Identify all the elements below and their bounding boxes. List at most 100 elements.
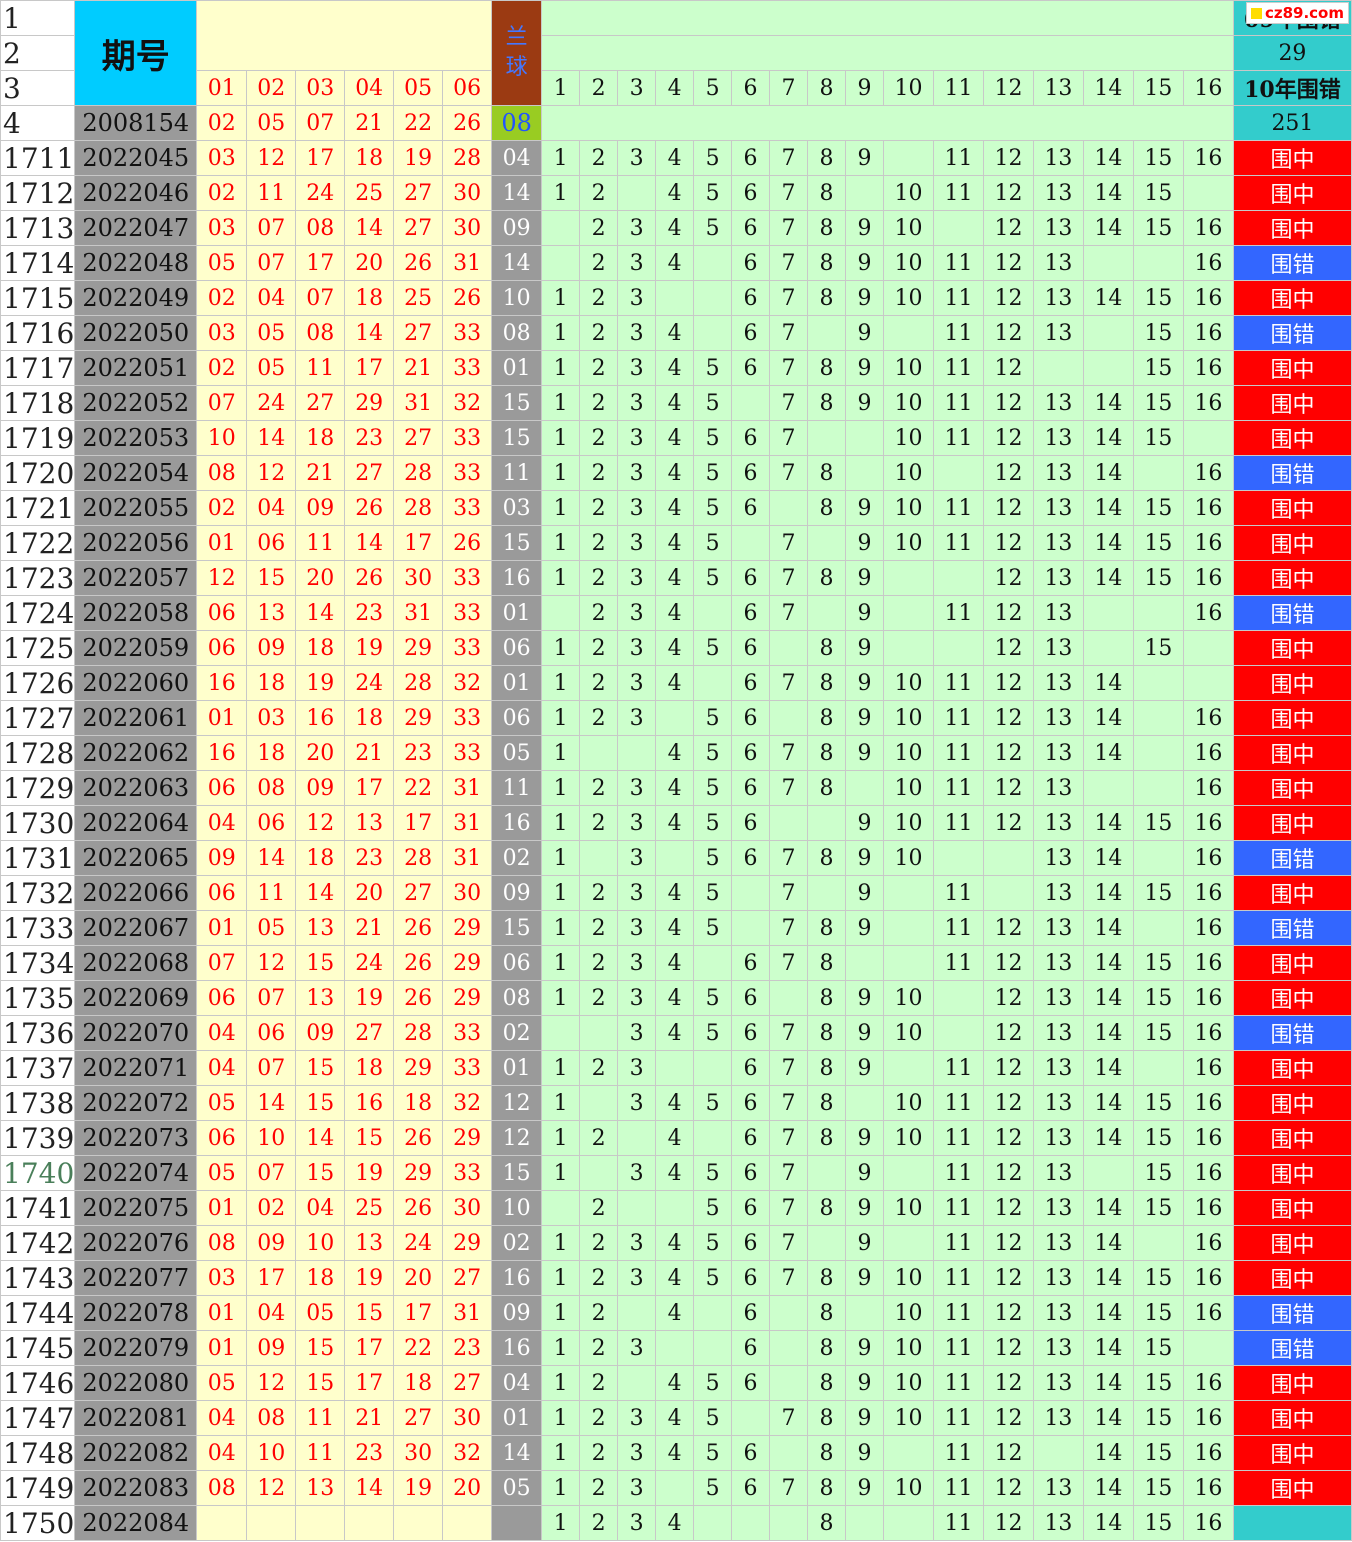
- filter-cell[interactable]: 16: [1182, 385, 1234, 421]
- filter-cell[interactable]: 9: [845, 525, 884, 561]
- filter-cell[interactable]: 7: [769, 1260, 809, 1296]
- filter-cell[interactable]: 16: [1182, 1085, 1234, 1121]
- status-badge[interactable]: 围中: [1232, 280, 1352, 316]
- filter-cell[interactable]: 7: [769, 735, 809, 771]
- filter-cell[interactable]: [541, 1190, 581, 1226]
- filter-cell[interactable]: 1: [541, 805, 581, 841]
- issue-cell[interactable]: 2022063: [74, 770, 198, 806]
- filter-cell[interactable]: 15: [1132, 1295, 1184, 1331]
- filter-cell[interactable]: 8: [807, 1120, 847, 1156]
- filter-cell[interactable]: 2: [579, 1365, 619, 1401]
- red-ball-cell[interactable]: 30: [442, 875, 493, 911]
- red-ball-cell[interactable]: 33: [442, 350, 493, 386]
- filter-cell[interactable]: 5: [693, 455, 733, 491]
- filter-cell[interactable]: 11: [932, 1505, 984, 1541]
- red-ball-cell[interactable]: 10: [295, 1225, 346, 1261]
- row-header[interactable]: 1727: [0, 700, 76, 736]
- stat-count-10[interactable]: 251: [1232, 105, 1352, 141]
- row-header[interactable]: 1716: [0, 315, 76, 351]
- red-ball-cell[interactable]: 18: [344, 140, 395, 176]
- filter-cell[interactable]: 7: [769, 1120, 809, 1156]
- blue-ball-cell[interactable]: [491, 1505, 543, 1541]
- filter-cell[interactable]: 9: [845, 840, 884, 876]
- red-ball-cell[interactable]: 17: [344, 350, 395, 386]
- issue-cell[interactable]: 2022061: [74, 700, 198, 736]
- filter-cell[interactable]: 2: [579, 525, 619, 561]
- filter-cell[interactable]: 12: [982, 770, 1034, 806]
- filter-cell[interactable]: 15: [1132, 1085, 1184, 1121]
- red-col-header[interactable]: 05: [393, 70, 444, 106]
- blue-ball-cell[interactable]: 15: [491, 420, 543, 456]
- blue-ball-cell[interactable]: 14: [491, 1435, 543, 1471]
- red-ball-cell[interactable]: 26: [344, 560, 395, 596]
- red-ball-cell[interactable]: 04: [246, 490, 297, 526]
- filter-cell[interactable]: 11: [932, 770, 984, 806]
- green-col-header[interactable]: 15: [1132, 70, 1184, 106]
- filter-cell[interactable]: 7: [769, 1050, 809, 1086]
- filter-cell[interactable]: 2: [579, 805, 619, 841]
- filter-cell[interactable]: 14: [1082, 1365, 1134, 1401]
- filter-cell[interactable]: 10: [883, 770, 934, 806]
- filter-cell[interactable]: 15: [1132, 175, 1184, 211]
- status-badge[interactable]: 围中: [1232, 385, 1352, 421]
- filter-cell[interactable]: 4: [655, 385, 695, 421]
- filter-cell[interactable]: [541, 1015, 581, 1051]
- filter-cell[interactable]: 13: [1032, 1225, 1084, 1261]
- filter-cell[interactable]: 10: [883, 1190, 934, 1226]
- filter-cell[interactable]: 16: [1182, 700, 1234, 736]
- row-header[interactable]: 1725: [0, 630, 76, 666]
- filter-cell[interactable]: 15: [1132, 875, 1184, 911]
- filter-cell[interactable]: [883, 875, 934, 911]
- red-ball-cell[interactable]: 13: [295, 1470, 346, 1506]
- filter-cell[interactable]: [807, 595, 847, 631]
- red-ball-cell[interactable]: 27: [393, 420, 444, 456]
- red-ball-cell[interactable]: 01: [196, 525, 248, 561]
- red-ball-cell[interactable]: 20: [295, 735, 346, 771]
- red-ball-cell[interactable]: 30: [442, 1400, 493, 1436]
- red-ball-cell[interactable]: 32: [442, 1435, 493, 1471]
- filter-cell[interactable]: 12: [982, 630, 1034, 666]
- filter-cell[interactable]: 7: [769, 1085, 809, 1121]
- issue-cell[interactable]: 2022081: [74, 1400, 198, 1436]
- filter-cell[interactable]: 12: [982, 1085, 1034, 1121]
- filter-cell[interactable]: 3: [617, 875, 657, 911]
- status-badge[interactable]: 围错: [1232, 1015, 1352, 1051]
- issue-cell[interactable]: 2022080: [74, 1365, 198, 1401]
- filter-cell[interactable]: 13: [1032, 210, 1084, 246]
- red-ball-cell[interactable]: 06: [196, 1120, 248, 1156]
- filter-cell[interactable]: 13: [1032, 1120, 1084, 1156]
- filter-cell[interactable]: 2: [579, 700, 619, 736]
- red-col-header[interactable]: 06: [442, 70, 493, 106]
- red-ball-cell[interactable]: 23: [344, 595, 395, 631]
- blue-ball-cell[interactable]: 11: [491, 455, 543, 491]
- row-header[interactable]: 1728: [0, 735, 76, 771]
- filter-cell[interactable]: 2: [579, 1225, 619, 1261]
- red-ball-cell[interactable]: 23: [344, 840, 395, 876]
- green-col-header[interactable]: 13: [1032, 70, 1084, 106]
- filter-cell[interactable]: 2: [579, 595, 619, 631]
- red-ball-cell[interactable]: 08: [246, 770, 297, 806]
- filter-cell[interactable]: [883, 595, 934, 631]
- filter-cell[interactable]: [883, 1225, 934, 1261]
- red-ball-cell[interactable]: 15: [344, 1295, 395, 1331]
- filter-cell[interactable]: 7: [769, 840, 809, 876]
- filter-cell[interactable]: 12: [982, 490, 1034, 526]
- green-col-header[interactable]: 3: [617, 70, 657, 106]
- filter-cell[interactable]: [1132, 770, 1184, 806]
- status-badge[interactable]: 围中: [1232, 350, 1352, 386]
- filter-cell[interactable]: 5: [693, 385, 733, 421]
- issue-cell[interactable]: 2022076: [74, 1225, 198, 1261]
- filter-cell[interactable]: [883, 630, 934, 666]
- red-ball-cell[interactable]: 09: [196, 840, 248, 876]
- filter-cell[interactable]: 16: [1182, 1365, 1234, 1401]
- filter-cell[interactable]: [932, 560, 984, 596]
- filter-cell[interactable]: 13: [1032, 420, 1084, 456]
- filter-cell[interactable]: 13: [1032, 700, 1084, 736]
- filter-cell[interactable]: [579, 735, 619, 771]
- red-ball-cell[interactable]: 30: [393, 560, 444, 596]
- red-ball-cell[interactable]: 19: [344, 1260, 395, 1296]
- filter-cell[interactable]: 14: [1082, 455, 1134, 491]
- red-col-header[interactable]: 04: [344, 70, 395, 106]
- filter-cell[interactable]: 4: [655, 210, 695, 246]
- status-badge[interactable]: 围中: [1232, 630, 1352, 666]
